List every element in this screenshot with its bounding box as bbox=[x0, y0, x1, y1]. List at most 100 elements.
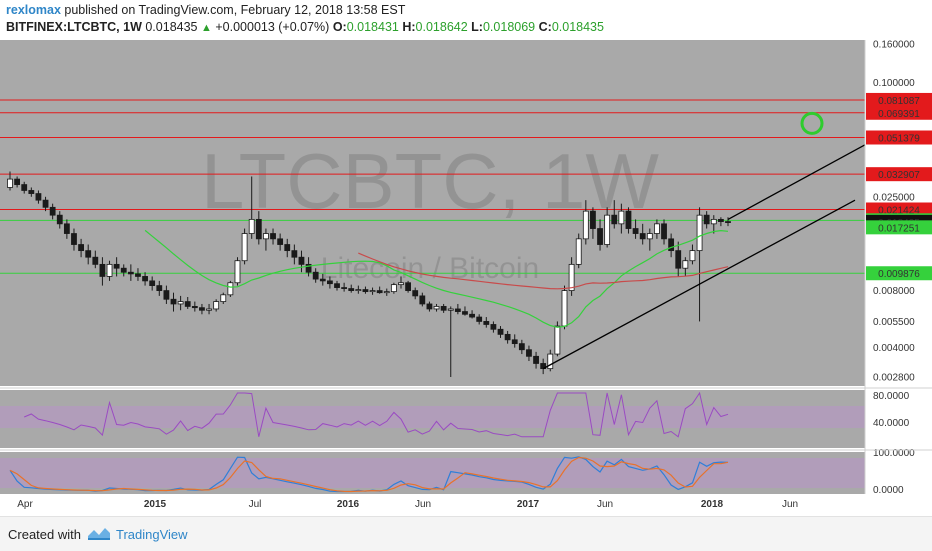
price-tick-label-14: 0.002800 bbox=[873, 373, 915, 384]
candle-body bbox=[135, 273, 141, 277]
candle-body bbox=[390, 284, 397, 293]
candle-body bbox=[497, 328, 504, 335]
candle-body bbox=[618, 210, 625, 225]
candle-body bbox=[554, 325, 561, 355]
candle-body bbox=[106, 263, 113, 277]
candle-body bbox=[412, 290, 419, 297]
last-price: 0.018435 bbox=[145, 20, 198, 34]
candle-body bbox=[611, 214, 618, 225]
tradingview-brand[interactable]: TradingView bbox=[116, 527, 188, 542]
candle-body bbox=[654, 223, 660, 234]
candle-body bbox=[376, 290, 383, 294]
candle-body bbox=[483, 321, 490, 325]
candle-body bbox=[78, 244, 84, 252]
time-tick-label-0: Apr bbox=[17, 499, 33, 510]
time-tick-label-5: 2017 bbox=[517, 499, 540, 510]
stoch-d-line bbox=[9, 456, 729, 493]
level-badge-3 bbox=[866, 167, 932, 182]
time-tick-label-4: Jun bbox=[415, 499, 431, 510]
tradingview-logo-icon bbox=[88, 528, 110, 540]
symbol-label: BITFINEX:LTCBTC, 1W bbox=[6, 20, 142, 34]
up-triangle-icon: ▲ bbox=[200, 22, 212, 34]
candle-body bbox=[42, 199, 49, 208]
candle-body bbox=[632, 228, 639, 234]
candle-body bbox=[490, 324, 497, 330]
candle-body bbox=[312, 271, 319, 280]
rsi-tick-40: 40.0000 bbox=[873, 418, 910, 429]
price-tick-label-13: 0.004000 bbox=[873, 343, 915, 354]
level-badge-label-3: 0.032907 bbox=[878, 170, 920, 181]
price-tick-label-1: 0.100000 bbox=[873, 78, 915, 89]
candle-body bbox=[263, 233, 269, 240]
price-tick-label-0: 0.160000 bbox=[873, 40, 915, 51]
candle-body bbox=[184, 301, 191, 307]
time-tick-label-2: Jul bbox=[249, 499, 262, 510]
candle-body bbox=[469, 313, 475, 318]
publish-line: rexlomax published on TradingView.com, F… bbox=[6, 3, 405, 17]
candle-body bbox=[291, 250, 298, 258]
candle-body bbox=[156, 285, 163, 291]
trendline-lower bbox=[542, 199, 856, 370]
candle-body bbox=[99, 263, 106, 277]
candle-body bbox=[234, 260, 241, 284]
candle-body bbox=[682, 260, 689, 269]
candle-body bbox=[199, 307, 205, 311]
candle-body bbox=[35, 193, 42, 201]
candle-body bbox=[71, 233, 77, 245]
high-label: H: bbox=[402, 20, 416, 34]
candle-body bbox=[689, 250, 696, 262]
candle-body bbox=[28, 190, 35, 194]
stoch-tick-100: 100.0000 bbox=[873, 448, 915, 459]
candle-body bbox=[191, 306, 198, 309]
stoch-tick-0: 0.0000 bbox=[873, 485, 904, 496]
candle-body bbox=[703, 214, 710, 225]
chart-header: rexlomax published on TradingView.com, F… bbox=[0, 0, 932, 40]
time-tick-label-8: Jun bbox=[782, 499, 798, 510]
author-name[interactable]: rexlomax bbox=[6, 3, 61, 17]
candle-body bbox=[668, 238, 675, 252]
candle-body bbox=[241, 233, 248, 262]
candle-body bbox=[213, 301, 220, 310]
candle-body bbox=[454, 308, 461, 312]
watermark-name: Litecoin / Bitcoin bbox=[321, 252, 539, 285]
level-badge-6 bbox=[866, 266, 932, 281]
high-value: 0.018642 bbox=[415, 20, 468, 34]
candle-body bbox=[298, 256, 305, 265]
candle-body bbox=[92, 256, 99, 265]
candle-body bbox=[675, 250, 682, 269]
main-pane-bg bbox=[0, 40, 865, 386]
candle-body bbox=[575, 238, 582, 265]
candle-body bbox=[348, 288, 355, 291]
candle-body bbox=[604, 214, 611, 245]
candle-body bbox=[362, 289, 369, 293]
candle-body bbox=[561, 290, 568, 327]
candle-body bbox=[206, 308, 212, 311]
candle-body bbox=[518, 343, 525, 351]
level-badge-0 bbox=[866, 92, 932, 107]
close-value: 0.018435 bbox=[551, 20, 604, 34]
rsi-line bbox=[24, 391, 729, 438]
candle-body bbox=[220, 294, 227, 302]
time-tick-label-3: 2016 bbox=[337, 499, 360, 510]
candle-body bbox=[511, 339, 518, 345]
low-value: 0.018069 bbox=[482, 20, 536, 34]
candle-body bbox=[533, 355, 539, 364]
candle-body bbox=[504, 333, 511, 341]
candle-body bbox=[405, 282, 411, 291]
candle-body bbox=[597, 228, 603, 245]
candle-body bbox=[426, 303, 433, 310]
candle-body bbox=[462, 311, 468, 315]
candle-body bbox=[590, 210, 596, 229]
candle-body bbox=[63, 223, 70, 234]
candle-body bbox=[639, 233, 646, 240]
candle-body bbox=[661, 223, 667, 240]
level-badge-label-2: 0.051379 bbox=[878, 134, 920, 145]
price-change: +0.000013 (+0.07%) bbox=[215, 20, 330, 34]
candle-body bbox=[334, 283, 340, 288]
price-tick-label-5: 0.025000 bbox=[873, 192, 915, 203]
candle-body bbox=[255, 218, 262, 240]
chart-canvas[interactable]: LTCBTC, 1W Litecoin / Bitcoin 0.160000 0.10… bbox=[0, 40, 932, 516]
candle-body bbox=[327, 280, 333, 285]
candle-body bbox=[369, 290, 376, 293]
level-badge-label-0: 0.081087 bbox=[878, 96, 920, 107]
